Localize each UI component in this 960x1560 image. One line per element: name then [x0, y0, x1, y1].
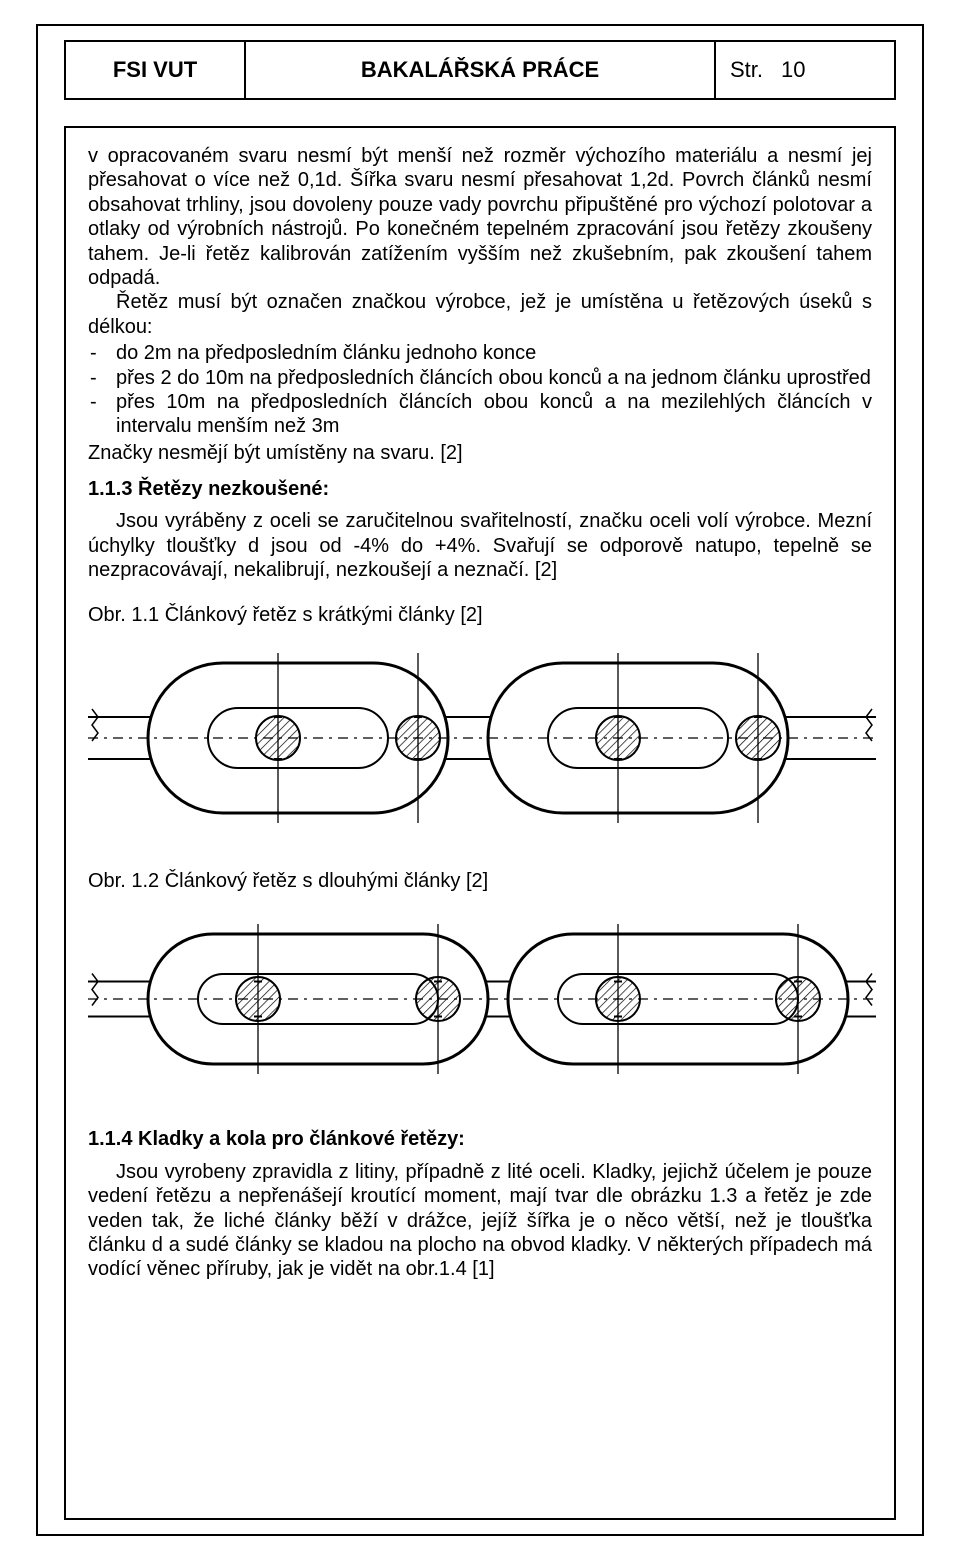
header-page-label: Str. [730, 57, 763, 83]
bullet-dash: - [88, 390, 116, 439]
header-page: Str. 10 [714, 42, 894, 98]
bullet-list: - do 2m na předposledním článku jednoho … [88, 341, 872, 439]
list-item-text: přes 10m na předposledních článcích obou… [116, 390, 872, 439]
section-114-body: Jsou vyrobeny zpravidla z litiny, případ… [88, 1160, 872, 1282]
header-page-number: 10 [781, 57, 805, 83]
list-item-text: přes 2 do 10m na předposledních článcích… [116, 366, 872, 390]
list-item: - přes 2 do 10m na předposledních článcí… [88, 366, 872, 390]
figure-12-label: Obr. 1.2 Článkový řetěz s dlouhými článk… [88, 869, 872, 893]
list-item: - přes 10m na předposledních článcích ob… [88, 390, 872, 439]
paragraph-3: Značky nesmějí být umístěny na svaru. [2… [88, 441, 872, 465]
figure-11-label: Obr. 1.1 Článkový řetěz s krátkými článk… [88, 603, 872, 627]
section-113-title: 1.1.3 Řetězy nezkoušené: [88, 477, 872, 501]
figure-11-chain-short [88, 633, 876, 843]
paragraph-1: v opracovaném svaru nesmí být menší než … [88, 144, 872, 290]
section-113-body: Jsou vyráběny z oceli se zaručitelnou sv… [88, 509, 872, 582]
section-114-title: 1.1.4 Kladky a kola pro článkové řetězy: [88, 1127, 872, 1151]
bullet-dash: - [88, 366, 116, 390]
bullet-dash: - [88, 341, 116, 365]
page-header: FSI VUT BAKALÁŘSKÁ PRÁCE Str. 10 [64, 40, 896, 100]
header-institution: FSI VUT [66, 42, 246, 98]
content-frame: v opracovaném svaru nesmí být menší než … [64, 126, 896, 1520]
header-title: BAKALÁŘSKÁ PRÁCE [246, 57, 714, 83]
list-item: - do 2m na předposledním článku jednoho … [88, 341, 872, 365]
figure-12-chain-long [88, 899, 876, 1099]
list-item-text: do 2m na předposledním článku jednoho ko… [116, 341, 872, 365]
paragraph-2-lead: Řetěz musí být označen značkou výrobce, … [88, 290, 872, 339]
